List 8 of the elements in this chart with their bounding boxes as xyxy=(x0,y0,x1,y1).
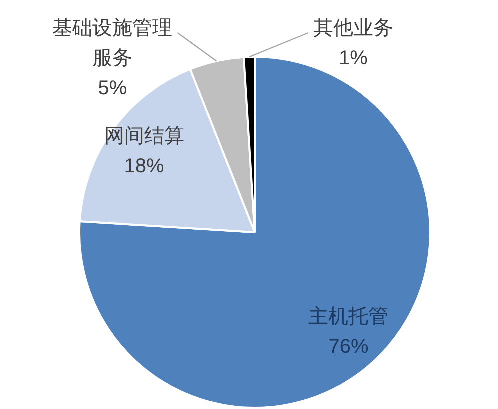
data-label: 5% xyxy=(98,78,128,100)
slice-label: 主机托管 xyxy=(308,304,389,328)
data-label: 18% xyxy=(124,156,164,178)
slice-label: 其他业务 xyxy=(313,18,394,40)
data-label: 1% xyxy=(339,48,368,70)
slice-label: 网间结算 xyxy=(104,126,184,148)
slice-label: 基础设施管理服务 xyxy=(52,18,173,70)
data-label: 76% xyxy=(328,336,369,358)
